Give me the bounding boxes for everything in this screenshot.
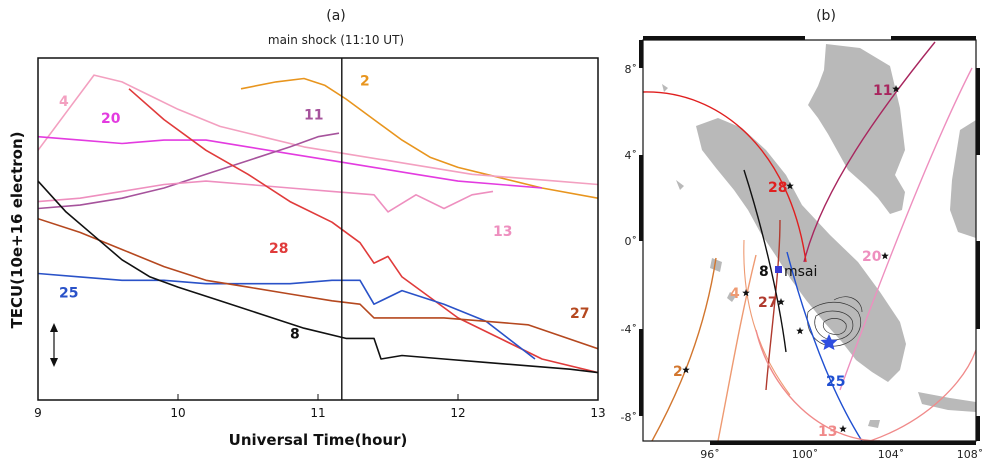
small-island [868,420,880,428]
chart-subtitle: main shock (11:10 UT) [268,33,404,47]
x-tick-label: 12 [450,406,465,420]
lat-tick-label: 0˚ [625,235,638,248]
lon-tick-label: 104˚ [878,448,905,461]
lat-tick-label: 8˚ [625,63,638,76]
track-line-28 [643,91,807,263]
panel-a-title: (a) [326,8,346,24]
station-name-label: msai [784,264,817,280]
small-island [676,180,684,190]
small-island [727,292,736,302]
lon-tick-label: 100˚ [792,448,819,461]
x-axis-title: Universal Time(hour) [229,431,408,449]
track-label-27: 27 [758,295,777,311]
series-line-13 [38,180,494,213]
track-label-4: 4 [730,286,740,302]
lat-tick-label: -4˚ [621,323,637,336]
lat-tick-label: 4˚ [625,149,638,162]
series-label-11: 11 [304,108,323,124]
track-line-20 [839,67,973,391]
station-number-label: 8 [759,264,769,280]
track-line-27 [765,219,781,391]
series-label-20: 20 [101,111,121,127]
frame-segment [643,36,710,40]
track-line-11 [803,41,936,263]
track-label-25: 25 [826,374,845,390]
time-series-chart: 2 4 20 11 13 28 25 27 8 [37,58,599,400]
satellite-tracks [643,41,976,441]
java-land [918,392,976,412]
epicenter-star-icon [820,334,838,350]
pierce-point-star-icon [881,252,889,260]
lon-tick-label: 108˚ [957,448,984,461]
pierce-point-star-icon [892,85,900,93]
series-label-27: 27 [570,306,589,322]
series-line-11 [38,132,340,210]
track-label-2: 2 [673,364,683,380]
track-line-2 [651,257,717,441]
frame-segment [976,68,980,155]
x-tick-label: 9 [34,406,42,420]
frame-segment [639,40,643,68]
track-line-13 [755,329,881,441]
pierce-point-star-icon [786,182,794,190]
panel-b-title: (b) [816,8,836,24]
lat-tick-label: -8˚ [621,411,637,424]
frame-segment [976,241,980,329]
frame-segment [891,36,976,40]
pierce-point-star-icon [839,425,847,433]
map-frame [639,36,980,445]
track-label-13: 13 [818,424,837,440]
peninsula-land [808,44,905,214]
lon-tick-label: 96˚ [700,448,720,461]
series-label-8: 8 [290,326,300,342]
map-area [643,40,976,441]
series-line-8 [38,180,598,374]
series-label-28: 28 [269,241,288,257]
frame-segment [976,416,980,441]
series-line-25 [38,272,536,360]
series-label-25: 25 [59,285,78,301]
y-axis-title: TECU(10e+16 electron) [8,131,26,328]
frame-segment [805,441,891,445]
series-line-28 [128,88,598,374]
station-marker [775,266,782,273]
track-label-11: 11 [873,83,892,99]
series-line-4 [38,74,598,186]
series-label-13: 13 [493,224,512,240]
series-line-27 [38,217,598,350]
frame-segment [639,155,643,241]
frame-segment [891,441,976,445]
track-line-8 [743,169,787,353]
pierce-point-star-icon [742,289,750,297]
map-lon-labels: 96˚ 100˚ 104˚ 108˚ [700,448,983,461]
series-line-2 [240,77,598,199]
pierce-point-star-icon [777,298,785,306]
track-line-4 [717,254,757,441]
series-label-2: 2 [360,73,370,89]
map-lat-labels: 8˚ 4˚ 0˚ -4˚ -8˚ [621,63,637,424]
pierce-point-star-icon [796,327,804,335]
track-line-25 [786,251,863,441]
series-label-4: 4 [59,94,69,110]
small-island [662,84,668,92]
x-tick-label: 11 [310,406,325,420]
frame-segment [710,36,805,40]
track-arc-4-extension [743,239,791,396]
pierce-point-star-icon [682,366,690,374]
small-island [710,258,722,272]
scale-arrow [50,323,58,367]
track-label-20: 20 [862,249,882,265]
series-line-20 [38,135,543,189]
track-arc-13-extension [869,349,976,441]
track-label-28: 28 [768,180,787,196]
plot-area-frame [37,57,599,401]
x-tick-label: 10 [170,406,185,420]
frame-segment [639,329,643,416]
frame-segment [710,441,805,445]
x-tick-label: 13 [590,406,605,420]
borneo-land [950,120,976,238]
x-axis-ticks: 9 10 11 12 13 [34,406,605,420]
